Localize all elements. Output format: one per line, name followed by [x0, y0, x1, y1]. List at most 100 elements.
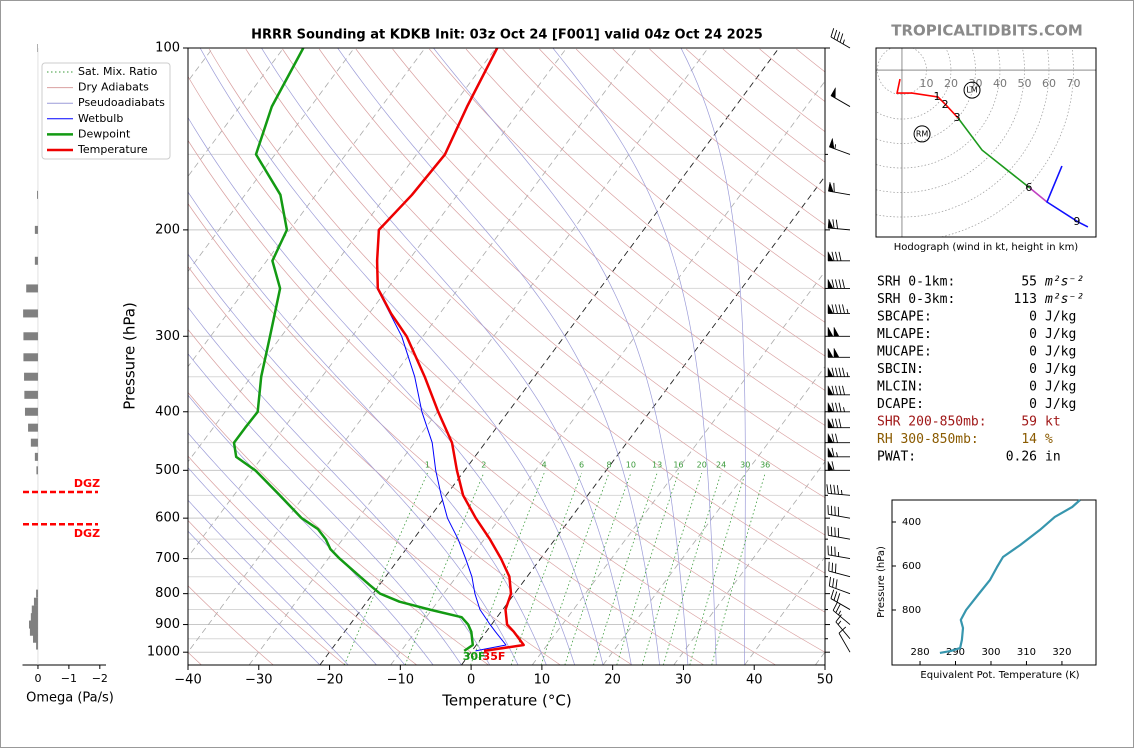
wind-barb: [826, 484, 851, 496]
dry-adiabat: [188, 455, 418, 665]
x-tick-label: 0: [467, 673, 475, 688]
barb-staff: [828, 279, 850, 289]
mixing-ratio-label: 6: [579, 461, 584, 470]
wind-barb: [827, 303, 850, 314]
wind-barb: [828, 181, 851, 196]
barb-staff: [838, 626, 851, 653]
index-unit: kt: [1045, 415, 1061, 430]
omega-bar: [36, 589, 38, 598]
index-unit: J/kg: [1045, 310, 1076, 325]
x-tick-label: 50: [817, 673, 834, 688]
legend-label: Dry Adiabats: [78, 81, 149, 94]
barb-pennant: [827, 347, 840, 358]
index-label: SBCAPE:: [877, 310, 932, 325]
index-label: SHR 200-850mb:: [877, 415, 987, 430]
omega-bar: [26, 284, 38, 293]
wind-barb: [827, 326, 850, 337]
isotherm: [188, 48, 284, 178]
storm-motion-label: LM: [966, 86, 977, 95]
pseudoadiabat: [261, 48, 632, 665]
barb-pennant: [827, 446, 834, 458]
hodo-height-label: 3: [954, 111, 961, 124]
index-unit: J/kg: [1045, 380, 1076, 395]
barb-pennant: [827, 250, 834, 262]
hodo-ring-label: 10: [919, 77, 933, 90]
dry-adiabat: [188, 328, 561, 665]
dry-adiabat: [188, 519, 346, 665]
wind-barb: [828, 561, 851, 578]
barb-staff: [830, 589, 851, 610]
mixing-ratio-line: [711, 472, 766, 665]
index-value: 0: [1029, 362, 1037, 377]
dry-adiabat: [575, 48, 825, 258]
wind-barb: [830, 86, 851, 107]
barb-pennant: [827, 417, 834, 428]
theta-x-tick-label: 310: [1017, 647, 1036, 658]
wind-barb: [830, 28, 851, 49]
mixing-ratio-line: [343, 472, 428, 665]
isotherm: [188, 48, 426, 368]
barb-pennant: [827, 460, 834, 471]
mixing-ratio-label: 13: [652, 461, 662, 470]
theta-y-tick-label: 400: [902, 517, 921, 528]
omega-bar: [34, 256, 38, 265]
pseudoadiabat: [188, 253, 519, 665]
index-label: MUCAPE:: [877, 345, 932, 360]
skewt-plot: 1 2 4 6 8 10 13 16 20 24 30 36: [188, 48, 825, 665]
mixing-ratio-label: 10: [626, 461, 636, 470]
index-label: RH 300-850mb:: [877, 432, 979, 447]
omega-x-tick-label: 0: [34, 672, 41, 685]
pseudoadiabat: [188, 191, 547, 665]
index-unit: J/kg: [1045, 327, 1076, 342]
index-label: SRH 0-3km:: [877, 292, 955, 307]
isotherm: [461, 175, 825, 665]
index-unit: %: [1045, 432, 1053, 447]
barb-pennant: [827, 303, 834, 314]
barb-pennant: [827, 401, 834, 413]
barb-staff: [828, 418, 850, 429]
hodograph-caption: Hodograph (wind in kt, height in km): [894, 242, 1079, 253]
profile-line: [375, 48, 525, 653]
theta-y-axis-label: Pressure (hPa): [876, 546, 887, 618]
profile-line: [232, 48, 475, 652]
dry-adiabat: [208, 48, 825, 613]
legend-box: [41, 62, 171, 160]
barb-pennant: [830, 86, 836, 99]
omega-bar: [24, 407, 38, 416]
barb-pennant: [827, 384, 834, 396]
dry-adiabat: [188, 203, 705, 665]
mixing-ratio-line: [641, 472, 703, 665]
site-label: TROPICALTIDBITS.COM: [891, 22, 1083, 40]
chart-title: HRRR Sounding at KDKB Init: 03z Oct 24 […: [251, 28, 763, 43]
barb-staff: [828, 576, 851, 595]
barb-staff: [828, 402, 850, 413]
pseudoadiabat: [552, 48, 717, 665]
barb-pennant: [827, 218, 834, 229]
dry-adiabat: [392, 48, 825, 426]
dry-adiabat: [188, 391, 489, 665]
hodo-ring-label: 70: [1066, 77, 1080, 90]
omega-axis-label: Omega (Pa/s): [26, 691, 114, 706]
hodo-ring: [939, 48, 1074, 237]
mixing-ratio-line: [564, 472, 632, 665]
hodo-ring-label: 40: [993, 77, 1007, 90]
y-tick-label: 400: [155, 404, 180, 419]
x-tick-label: 20: [604, 673, 621, 688]
hodo-height-label: 6: [1025, 181, 1032, 194]
index-value: 14: [1021, 432, 1037, 447]
y-tick-label: 500: [155, 463, 180, 478]
dry-adiabat: [649, 48, 825, 194]
dry-adiabat: [429, 48, 825, 391]
hodo-trace: [1029, 187, 1048, 203]
mixing-ratio-label: 20: [697, 461, 707, 470]
hodo-ring-label: 20: [944, 77, 958, 90]
pseudoadiabat: [188, 530, 321, 665]
hodo-height-label: 1: [933, 90, 940, 103]
x-tick-label: −20: [316, 673, 343, 688]
hodo-ring-label: 60: [1042, 77, 1056, 90]
barb-staff: [832, 602, 851, 625]
pseudoadiabat: [188, 499, 349, 665]
